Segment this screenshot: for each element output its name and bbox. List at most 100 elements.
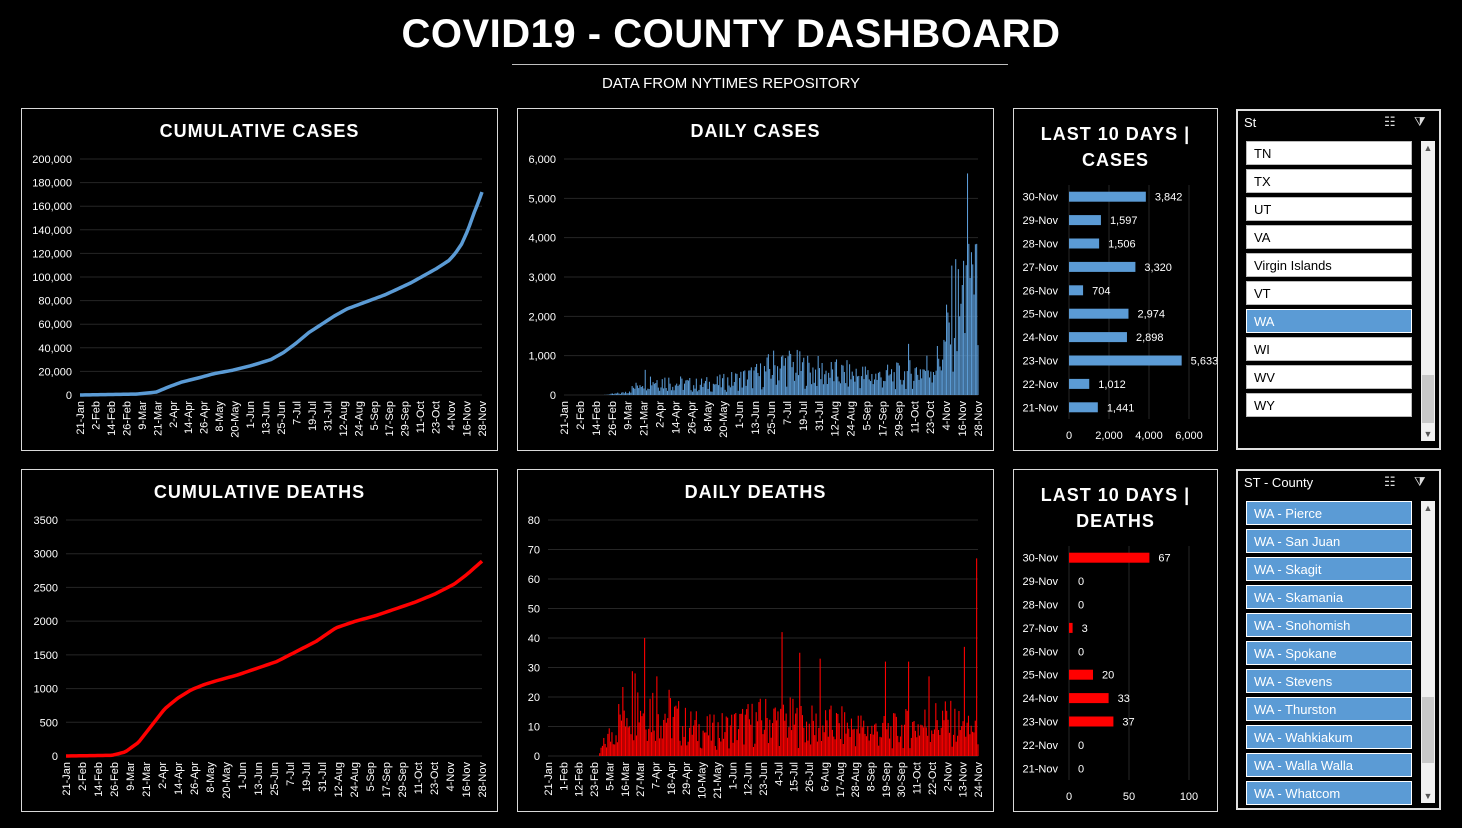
bar [942, 710, 944, 756]
y-tick-label: 80,000 [38, 296, 72, 308]
slicer-item[interactable]: WY [1246, 393, 1412, 417]
slicer-item[interactable]: TN [1246, 141, 1412, 165]
last10-deaths-title: LAST 10 DAYS | DEATHS [1040, 485, 1191, 531]
slicer-item[interactable]: WA - Skamania [1246, 585, 1412, 609]
bar [923, 369, 925, 395]
data-label: 1,012 [1098, 379, 1126, 391]
slicer-item[interactable]: WA - Spokane [1246, 641, 1412, 665]
slicer-item[interactable]: WV [1246, 365, 1412, 389]
scroll-thumb[interactable] [1422, 375, 1434, 423]
slicer-item[interactable]: WA - San Juan [1246, 529, 1412, 553]
slicer-item[interactable]: WA - Whatcom [1246, 781, 1412, 805]
bar [908, 661, 910, 756]
bar [797, 747, 799, 756]
x-tick-label: 26-Feb [607, 401, 619, 436]
bar [668, 689, 670, 756]
bar [1069, 622, 1073, 633]
bar [897, 735, 899, 756]
slicer-item[interactable]: WA - Snohomish [1246, 613, 1412, 637]
bar [915, 367, 917, 395]
bar [820, 740, 823, 756]
slicer-item[interactable]: WA - Pierce [1246, 501, 1412, 525]
daily-cases-panel[interactable]: DAILY CASES 0 1,000 2,000 3,000 4,000 5,000 6,… [517, 108, 994, 451]
bar [837, 713, 839, 756]
bar [807, 740, 809, 756]
bar [744, 370, 746, 395]
bar [728, 748, 730, 756]
slicer-item[interactable]: WA [1246, 309, 1412, 333]
bar [599, 753, 601, 756]
slicer-item[interactable]: WI [1246, 337, 1412, 361]
x-tick-label: 28-Aug [850, 762, 862, 797]
bar [912, 722, 914, 756]
bar [871, 373, 873, 395]
scroll-up-icon[interactable]: ▲ [1423, 143, 1433, 153]
last10-deaths-panel[interactable]: LAST 10 DAYS | DEATHS 0 50 100 30-Nov 67 29-N… [1013, 469, 1218, 812]
x-tick-label: 14-Feb [591, 401, 603, 436]
scroll-thumb[interactable] [1422, 697, 1434, 763]
bar [644, 638, 646, 756]
slicer-item[interactable]: WA - Wahkiakum [1246, 725, 1412, 749]
bar [656, 380, 658, 395]
clear-filter-icon[interactable]: ⧩ [1414, 474, 1426, 489]
bar [837, 376, 839, 395]
bar [976, 243, 978, 395]
bar [811, 384, 813, 395]
multi-select-icon[interactable]: ☷ [1384, 114, 1396, 129]
state-slicer-scrollbar[interactable]: ▲ ▼ [1421, 141, 1435, 441]
bar [687, 741, 689, 756]
bar [667, 718, 669, 756]
bar [780, 356, 783, 395]
slicer-item[interactable]: WA - Skagit [1246, 557, 1412, 581]
slicer-item[interactable]: TX [1246, 169, 1412, 193]
bar [930, 371, 932, 395]
cumulative-deaths-panel[interactable]: CUMULATIVE DEATHS 0 500 1000 1500 2000 2500 30… [21, 469, 498, 812]
bar [875, 723, 877, 756]
bar [909, 360, 911, 395]
bar [631, 671, 633, 756]
bar [746, 379, 748, 395]
scroll-down-icon[interactable]: ▼ [1423, 791, 1433, 801]
bar [786, 737, 789, 756]
category-label: 29-Nov [1023, 576, 1059, 588]
bar [808, 723, 810, 756]
bar [762, 734, 764, 756]
bar [641, 716, 643, 756]
last10-cases-panel[interactable]: LAST 10 DAYS | CASES 0 2,000 4,000 6,000 30-… [1013, 108, 1218, 451]
slicer-item[interactable]: WA - Walla Walla [1246, 753, 1412, 777]
daily-deaths-panel[interactable]: DAILY DEATHS 0 10 20 30 40 50 60 70 80 21-Jan 1-Fe… [517, 469, 994, 812]
bar [773, 708, 775, 756]
bar [881, 387, 883, 395]
county-slicer[interactable]: ST - County ☷ ⧩ WA - Pierce WA - San Juan… [1236, 469, 1441, 810]
y-tick-label: 1500 [34, 650, 58, 662]
slicer-item[interactable]: UT [1246, 197, 1412, 221]
bar [698, 724, 700, 756]
x-tick-label: 5-Sep [862, 401, 874, 430]
category-label: 23-Nov [1023, 356, 1059, 368]
scroll-up-icon[interactable]: ▲ [1423, 503, 1433, 513]
slicer-item[interactable]: WA - Stevens [1246, 669, 1412, 693]
scroll-down-icon[interactable]: ▼ [1423, 429, 1433, 439]
bar [923, 727, 925, 756]
state-slicer[interactable]: St ☷ ⧩ TN TX UT VA Virgin Islands VT WA WI WV WY … [1236, 109, 1441, 450]
x-tick-label: 6-Aug [819, 762, 831, 791]
x-tick-label: 29-Sep [397, 762, 409, 797]
y-tick-label: 5,000 [528, 193, 556, 205]
x-tick-label: 2-Feb [90, 401, 102, 430]
slicer-item[interactable]: VA [1246, 225, 1412, 249]
multi-select-icon[interactable]: ☷ [1384, 474, 1396, 489]
clear-filter-icon[interactable]: ⧩ [1414, 114, 1426, 129]
slicer-item[interactable]: VT [1246, 281, 1412, 305]
bar [680, 745, 682, 756]
bar [672, 716, 674, 756]
x-tick-label: 9-Mar [137, 401, 149, 430]
slicer-item[interactable]: Virgin Islands [1246, 253, 1412, 277]
bar [684, 383, 686, 395]
county-slicer-scrollbar[interactable]: ▲ ▼ [1421, 501, 1435, 803]
bar [796, 707, 798, 756]
bar [870, 381, 872, 395]
bar [948, 732, 950, 756]
slicer-item[interactable]: WA - Thurston [1246, 697, 1412, 721]
bar [824, 374, 826, 395]
cumulative-cases-panel[interactable]: CUMULATIVE CASES 0 20,000 40,000 60,000 80,0… [21, 108, 498, 451]
